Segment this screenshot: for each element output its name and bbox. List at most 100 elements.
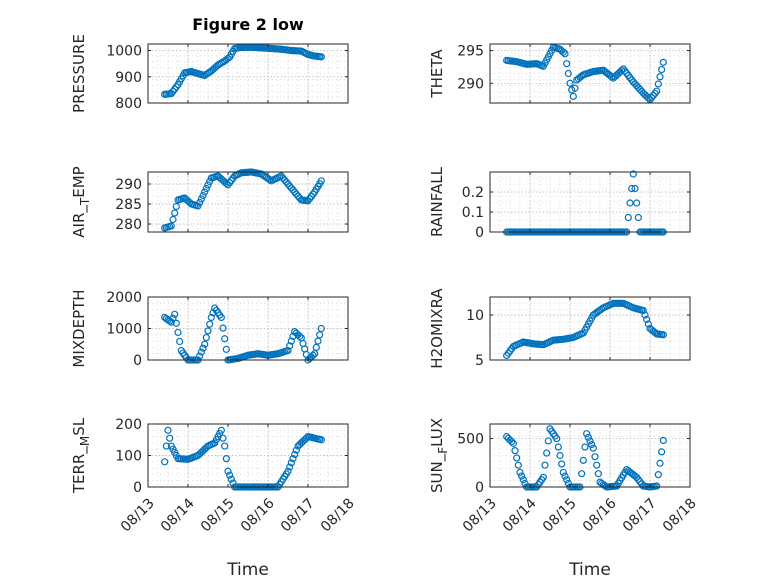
x-tick-label: 08/14 xyxy=(500,495,540,535)
data-point xyxy=(581,443,589,451)
data-point xyxy=(659,331,667,339)
data-point xyxy=(624,213,632,222)
data-point xyxy=(202,184,210,193)
data-point xyxy=(196,198,204,207)
data-point xyxy=(568,86,576,94)
data-point xyxy=(167,318,175,326)
y-axis-label: RAINFALL xyxy=(428,166,446,237)
data-point xyxy=(561,50,569,58)
data-point xyxy=(287,459,295,467)
axes-box xyxy=(147,43,349,104)
y-tick-label: 1000 xyxy=(106,44,142,60)
data-point xyxy=(513,454,521,462)
data-point xyxy=(196,352,204,360)
data-point xyxy=(644,320,652,328)
y-tick-label: 0.1 xyxy=(462,205,484,221)
data-point xyxy=(164,426,172,434)
y-tick-label: 200 xyxy=(115,417,142,433)
data-point xyxy=(591,453,599,461)
x-tick-label: 08/13 xyxy=(460,495,500,535)
data-point xyxy=(291,450,299,459)
data-point xyxy=(217,313,225,322)
data-point xyxy=(514,461,522,469)
y-tick-label: 290 xyxy=(115,177,142,193)
x-axis-label: Time xyxy=(226,560,269,580)
data-point xyxy=(286,463,294,471)
data-point xyxy=(654,471,662,479)
data-point xyxy=(302,434,310,442)
data-point xyxy=(571,84,579,92)
data-point xyxy=(317,324,325,333)
data-point xyxy=(588,440,596,449)
data-point xyxy=(554,443,562,451)
y-tick-label: 0 xyxy=(475,480,484,496)
data-point xyxy=(317,53,325,61)
data-point xyxy=(553,434,561,443)
y-axis-label: MIXDEPTH xyxy=(70,289,88,367)
data-point xyxy=(539,473,547,481)
y-axis-label: AIR_TEMP xyxy=(70,166,92,237)
data-point xyxy=(219,434,227,442)
x-tick-label: 08/18 xyxy=(660,495,700,535)
x-tick-label: 08/14 xyxy=(158,495,198,535)
data-point xyxy=(583,430,591,438)
data-point xyxy=(226,471,234,479)
data-point xyxy=(569,92,577,101)
data-point xyxy=(222,455,230,463)
data-point xyxy=(172,202,180,211)
data-point xyxy=(508,438,516,446)
x-tick-label: 08/17 xyxy=(620,495,660,535)
y-axis-label: SUN_FLUX xyxy=(428,418,450,493)
axes-box xyxy=(489,43,691,104)
axes-box xyxy=(489,296,691,361)
x-tick-label: 08/16 xyxy=(580,495,620,535)
figure-title: Figure 2 low xyxy=(192,15,304,34)
data-point xyxy=(312,343,320,351)
data-point xyxy=(631,184,639,193)
data-point xyxy=(518,472,526,480)
y-tick-label: 280 xyxy=(115,217,142,233)
data-point xyxy=(589,444,597,452)
data-point xyxy=(593,461,601,469)
data-point xyxy=(509,439,517,447)
data-point xyxy=(653,482,661,490)
y-axis-label: THETA xyxy=(428,49,446,99)
panel-air-temp: 280 285 290 AIR_TEMP xyxy=(70,166,349,238)
data-point xyxy=(516,468,524,477)
x-tick-label: 08/15 xyxy=(540,495,580,535)
data-point xyxy=(227,475,235,483)
x-tick-label: 08/13 xyxy=(118,495,158,535)
data-point xyxy=(658,65,666,74)
data-point xyxy=(561,472,569,480)
data-point xyxy=(566,79,574,87)
data-point xyxy=(601,482,609,490)
y-tick-label: 0 xyxy=(133,353,142,369)
data-point xyxy=(311,350,319,358)
data-point xyxy=(166,434,174,442)
data-point xyxy=(199,191,207,200)
data-point xyxy=(219,324,227,332)
data-point xyxy=(641,311,649,319)
data-point xyxy=(656,73,664,81)
data-point xyxy=(217,426,225,434)
data-point xyxy=(174,328,182,337)
data-point xyxy=(629,170,637,178)
data-point xyxy=(207,313,215,322)
data-point xyxy=(199,344,207,352)
y-tick-label: 100 xyxy=(115,449,142,465)
data-point xyxy=(286,342,294,350)
data-point xyxy=(171,310,179,318)
x-tick-label: 08/16 xyxy=(238,495,278,535)
data-point xyxy=(654,80,662,88)
data-point xyxy=(224,467,232,475)
data-point xyxy=(519,476,527,484)
y-tick-label: 1000 xyxy=(106,322,142,338)
data-point xyxy=(633,199,641,207)
data-point xyxy=(161,458,169,466)
data-point xyxy=(544,437,552,445)
data-point xyxy=(284,346,292,355)
y-tick-label: 5 xyxy=(475,353,484,369)
data-point xyxy=(651,89,659,97)
data-point xyxy=(314,337,322,345)
